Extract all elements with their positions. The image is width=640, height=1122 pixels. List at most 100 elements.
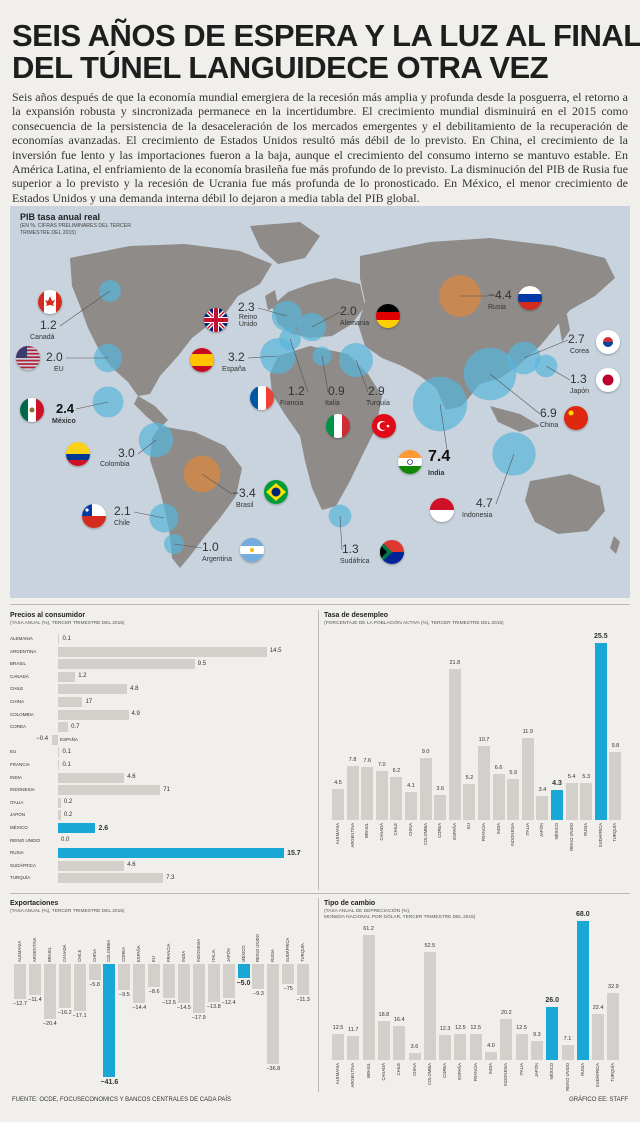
flag-argentina-icon <box>240 538 264 562</box>
graphic-credit: GRÁFICO EE: STAFF <box>569 1097 628 1103</box>
country-name-china: China <box>540 422 559 429</box>
category-label: ESPAÑA <box>457 1063 463 1080</box>
data-label: 61.2 <box>363 925 374 932</box>
data-label: −9.5 <box>118 991 130 998</box>
flag-india-icon <box>398 450 422 474</box>
data-label: −0.4 <box>36 736 49 743</box>
exports-panel: Exportaciones (TASA ANUAL (%), TERCER TRI… <box>10 900 315 1092</box>
japan-shape <box>558 310 570 342</box>
data-label: −20.4 <box>42 1021 57 1028</box>
category-label: ITALIA <box>518 1063 524 1076</box>
chart-subtitle: (TASA ANUAL (%), TERCER TRIMESTRE DEL 20… <box>10 909 125 914</box>
category-label: INDIA <box>495 823 501 835</box>
bar <box>515 1034 528 1060</box>
bar <box>58 823 96 833</box>
bar <box>592 1014 605 1060</box>
gdp-value-reino-unido: 2.3 <box>238 300 255 314</box>
bar <box>551 790 563 820</box>
category-label: REINO UNIDO <box>568 823 574 851</box>
gdp-value-argentina: 1.0 <box>202 540 219 554</box>
category-label: JAPÓN <box>225 948 231 962</box>
category-label: INDONESIA <box>510 823 516 847</box>
country-name-francia: Francia <box>280 400 304 407</box>
category-label: SUDÁFRICA <box>285 937 291 962</box>
bar <box>536 796 549 820</box>
bar <box>58 772 125 783</box>
bar <box>448 668 461 820</box>
category-label: INDONESIA <box>10 787 35 793</box>
category-label: SUDÁFRICA <box>597 823 603 848</box>
bar <box>347 1036 360 1060</box>
gdp-value-alemania: 2.0 <box>340 304 357 318</box>
data-label: 14.5 <box>269 648 282 655</box>
bar <box>58 634 60 644</box>
flag-rusia-icon <box>518 286 542 310</box>
flag-canada-icon <box>38 290 62 314</box>
data-label: 0.2 <box>63 799 73 806</box>
category-label: RUSIA <box>10 850 24 856</box>
country-name-indonesia: Indonesia <box>462 512 493 519</box>
category-label: FRANCIA <box>10 762 30 767</box>
leader-japon <box>545 365 571 381</box>
category-label: COLOMBIA <box>422 823 428 846</box>
leader-espana <box>247 355 279 359</box>
country-name-corea: Corea <box>570 348 590 355</box>
leader-italia <box>321 355 329 393</box>
page-title: SEIS AÑOS DE ESPERA Y LA LUZ AL FINAL DE… <box>12 20 640 84</box>
category-label: CANADÁ <box>380 1063 386 1081</box>
unemployment-panel: Tasa de desempleo (PORCENTAJE DE LA POBLA… <box>324 612 630 890</box>
category-label: BRASIL <box>10 661 27 667</box>
bar <box>58 860 125 871</box>
category-label: CHILE <box>396 1063 402 1076</box>
category-label: ESPAÑA <box>136 945 142 962</box>
country-name-mexico: México <box>52 418 76 425</box>
category-label: ITALIA <box>10 799 24 805</box>
data-label: 9.0 <box>421 748 430 755</box>
data-label: 4.6 <box>127 862 136 869</box>
bar <box>58 797 61 808</box>
bar <box>133 964 146 1004</box>
bar <box>546 1006 559 1060</box>
uk-shape <box>265 290 278 310</box>
bar <box>58 697 83 707</box>
data-label: 4.0 <box>487 1042 495 1049</box>
category-label: INDIA <box>180 950 186 962</box>
flag-eu-icon <box>16 346 40 370</box>
flag-mexico-icon <box>20 398 44 422</box>
gdp-value-canada: 1.2 <box>40 318 57 332</box>
country-name-india: India <box>428 470 445 477</box>
bar <box>14 964 26 999</box>
data-label: 7.0 <box>377 762 386 769</box>
gdp-value-francia: 1.2 <box>288 384 305 398</box>
category-label: BRASIL <box>46 947 52 962</box>
gdp-value-brasil: −3.4 <box>232 486 256 500</box>
data-label: 0.1 <box>62 761 71 768</box>
gdp-value-china: 6.9 <box>540 406 557 420</box>
world-map-svg <box>59 222 620 568</box>
category-label: ALEMANIA <box>335 823 340 845</box>
data-label: 4.8 <box>130 685 139 692</box>
data-label: 17 <box>85 698 93 705</box>
category-label: COLOMBIA <box>426 1063 432 1086</box>
category-label: ARGENTINA <box>350 1063 356 1088</box>
bar <box>609 752 622 820</box>
data-label: 7.6 <box>363 758 372 765</box>
chart-title: Tipo de cambio <box>324 900 376 907</box>
data-label: 12.5 <box>516 1025 527 1032</box>
category-label: COLOMBIA <box>106 939 112 962</box>
central-america-shape <box>134 396 168 428</box>
data-label: 11.9 <box>522 728 533 735</box>
data-label: 10.7 <box>478 736 490 743</box>
data-label: 18.8 <box>378 1012 390 1019</box>
southeast-asia-shape <box>490 406 540 432</box>
category-label: FRANCIA <box>481 823 486 842</box>
bar <box>103 964 116 1078</box>
category-label: ALEMANIA <box>335 1063 340 1085</box>
bar <box>576 920 589 1060</box>
data-label: 68.0 <box>575 910 590 918</box>
data-label: 71 <box>163 786 170 793</box>
country-name-alemania: Alemania <box>340 320 370 327</box>
category-label: RUSIA <box>270 949 276 962</box>
data-label: 5.9 <box>509 770 518 777</box>
bar <box>492 774 505 820</box>
